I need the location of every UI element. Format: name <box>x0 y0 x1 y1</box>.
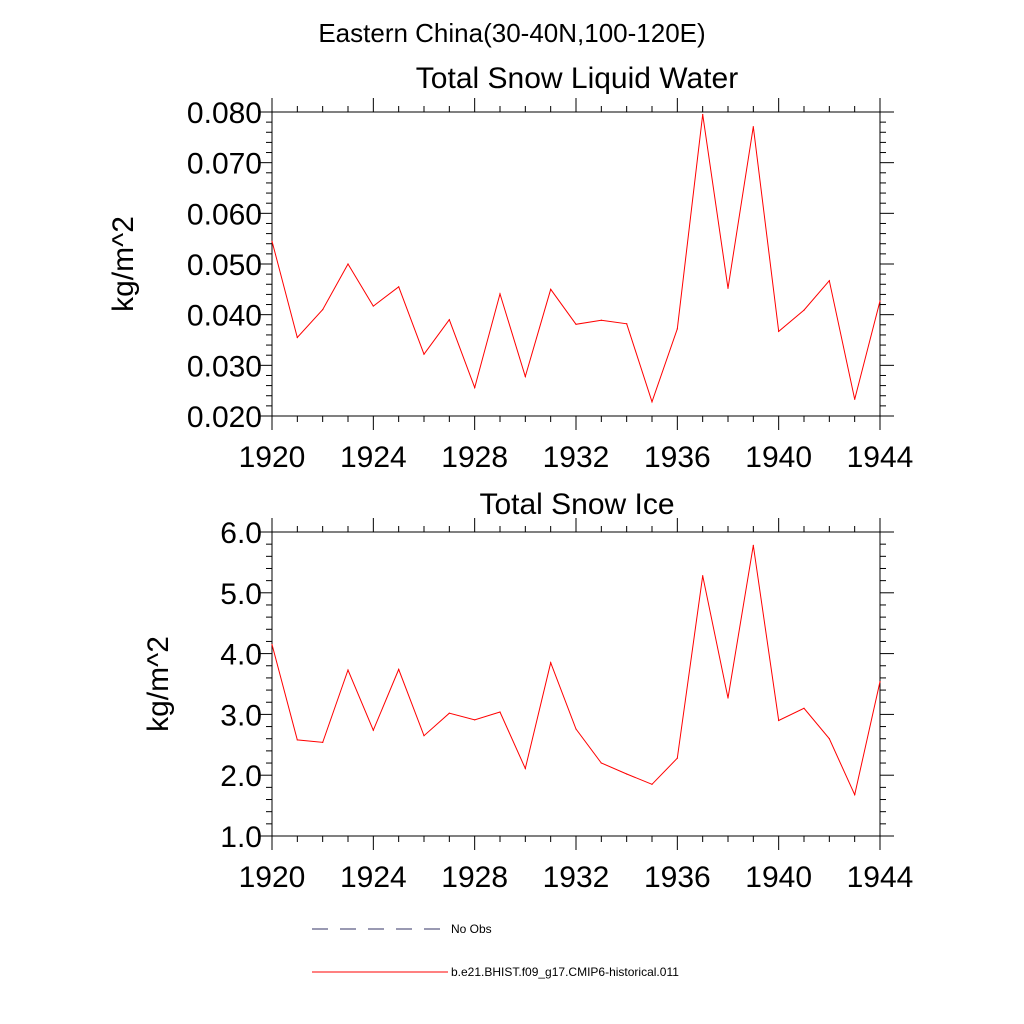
data-point <box>322 309 324 311</box>
x-tick-label: 1940 <box>745 861 812 894</box>
data-point <box>575 728 577 730</box>
data-point <box>550 662 552 664</box>
data-point <box>854 794 856 796</box>
y-tick-label: 4.0 <box>220 639 262 672</box>
panel-snow-liquid-water: Total Snow Liquid Water kg/m^2 1920 1924 1… <box>107 62 913 474</box>
y-tick-label: 2.0 <box>220 760 262 793</box>
series-line <box>271 545 881 797</box>
data-point <box>803 707 805 709</box>
y-tick-label: 0.050 <box>187 249 262 282</box>
data-point <box>347 263 349 265</box>
data-point <box>499 293 501 295</box>
data-point <box>676 328 678 330</box>
data-point <box>778 719 780 722</box>
legend: No Obs b.e21.BHIST.f09_g17.CMIP6-histori… <box>312 922 679 979</box>
x-tick-label: 1940 <box>745 441 812 474</box>
data-point <box>828 738 830 740</box>
data-point <box>322 741 324 743</box>
data-point <box>448 319 450 321</box>
x-tick-label: 1936 <box>644 861 711 894</box>
x-tick-label: 1932 <box>543 441 610 474</box>
x-tick-label: 1928 <box>441 861 508 894</box>
x-tick-label: 1924 <box>340 441 407 474</box>
data-point <box>626 773 628 775</box>
data-point <box>727 697 729 699</box>
legend-label-no-obs: No Obs <box>451 922 492 936</box>
data-point <box>524 375 526 378</box>
y-tick-label: 0.020 <box>187 401 262 434</box>
data-point <box>524 767 526 770</box>
y-tick-label: 0.030 <box>187 350 262 383</box>
x-tick-label: 1920 <box>239 861 306 894</box>
data-point <box>499 711 501 713</box>
y-axis-label: kg/m^2 <box>107 216 140 312</box>
data-point <box>296 336 298 339</box>
y-tick-label: 0.060 <box>187 198 262 231</box>
x-tick-label: 1944 <box>847 861 914 894</box>
data-point <box>651 401 653 403</box>
y-axis-label: kg/m^2 <box>142 636 175 732</box>
data-point <box>271 240 273 242</box>
y-tick-label: 0.080 <box>187 97 262 130</box>
data-point <box>803 309 805 311</box>
x-tick-label: 1936 <box>644 441 711 474</box>
data-point <box>879 300 881 302</box>
x-tick-label: 1920 <box>239 441 306 474</box>
data-point <box>474 387 476 389</box>
data-point <box>702 575 704 577</box>
data-point <box>372 305 374 307</box>
data-point <box>828 280 830 282</box>
legend-label-model: b.e21.BHIST.f09_g17.CMIP6-historical.011 <box>451 965 679 979</box>
data-point <box>600 319 602 321</box>
data-point <box>347 669 349 671</box>
data-point <box>550 288 552 290</box>
panel-snow-ice: Total Snow Ice kg/m^2 1920 1924 1928 1932 19… <box>142 488 913 894</box>
data-point <box>398 286 400 288</box>
data-point <box>778 330 780 332</box>
data-point <box>448 712 450 714</box>
y-tick-label: 3.0 <box>220 699 262 732</box>
y-tick-label: 5.0 <box>220 578 262 611</box>
data-point <box>271 643 273 646</box>
data-point <box>651 783 653 785</box>
series-line <box>271 114 881 404</box>
data-point <box>474 719 476 721</box>
data-point <box>398 668 400 671</box>
x-tick-label: 1932 <box>543 861 610 894</box>
data-point <box>600 762 602 764</box>
x-tick-label: 1944 <box>847 441 914 474</box>
x-tick-label: 1924 <box>340 861 407 894</box>
plot-frame <box>271 111 881 417</box>
data-point <box>676 757 678 759</box>
y-tick-label: 1.0 <box>220 821 262 854</box>
y-tick-label: 6.0 <box>220 517 262 550</box>
panel-title: Total Snow Ice <box>479 488 674 521</box>
panel-title: Total Snow Liquid Water <box>416 62 738 95</box>
x-tick-label: 1928 <box>441 441 508 474</box>
data-point <box>423 353 425 355</box>
data-point <box>752 126 754 128</box>
data-point <box>854 398 856 400</box>
data-point <box>702 113 704 116</box>
data-point <box>626 323 628 325</box>
data-point <box>879 680 881 683</box>
y-tick-label: 0.040 <box>187 300 262 333</box>
data-point <box>575 323 577 325</box>
plot-frame <box>271 531 881 837</box>
data-point <box>423 735 425 737</box>
figure-title: Eastern China(30-40N,100-120E) <box>318 18 705 48</box>
y-tick-label: 0.070 <box>187 148 262 181</box>
data-point <box>296 739 298 741</box>
data-point <box>727 287 729 289</box>
data-point <box>752 544 754 546</box>
data-point <box>372 729 374 731</box>
